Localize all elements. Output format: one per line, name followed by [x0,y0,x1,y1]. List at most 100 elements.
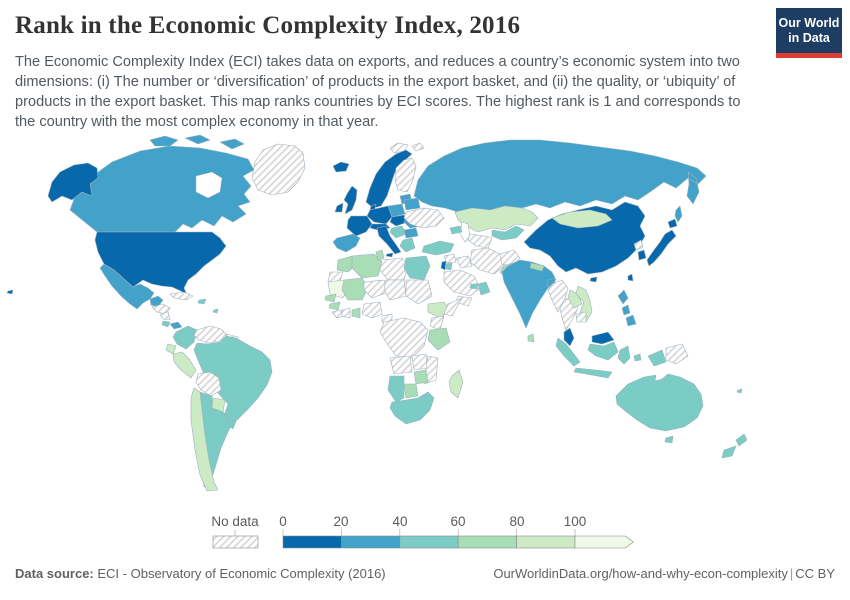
country-libya[interactable] [379,257,409,281]
country-mozambique[interactable] [423,355,439,385]
country-cuba[interactable] [169,291,194,301]
country-kazakhstan[interactable] [454,205,539,233]
country-chad[interactable] [383,279,407,301]
legend-bin-80-100[interactable] [516,535,576,549]
country-tunisia[interactable] [375,249,385,261]
legend-bin-20-40[interactable] [341,535,401,549]
legend-tick-60: 60 [450,514,466,529]
country-australia[interactable] [615,373,704,444]
country-france[interactable] [346,215,373,237]
country-caucasus[interactable] [449,225,463,235]
country-egypt[interactable] [403,255,431,281]
country-mali[interactable] [341,277,369,301]
country-iraq[interactable] [455,255,473,269]
country-nicaragua[interactable] [159,311,171,321]
country-ireland[interactable] [334,202,344,213]
country-japan[interactable] [646,218,678,267]
country-balkans-west[interactable] [389,225,407,239]
country-oman[interactable] [477,281,491,296]
country-taiwan[interactable] [627,273,634,282]
country-svalbard[interactable] [389,142,425,154]
country-north-korea[interactable] [633,239,644,251]
legend-bin-0-20[interactable] [282,535,342,549]
legend-tick-0: 0 [279,514,287,529]
country-colombia[interactable] [172,325,198,350]
country-zimbabwe[interactable] [413,369,429,385]
country-uzbekistan-kyrgyzstan[interactable] [491,225,525,241]
country-iran[interactable] [469,247,505,275]
country-chile[interactable] [190,387,219,492]
country-mongolia[interactable] [551,209,613,229]
country-panama[interactable] [169,321,183,330]
legend-bin-60-80[interactable] [457,535,517,549]
country-nepal[interactable] [529,262,545,272]
owid-logo[interactable]: Our World in Data [776,8,842,58]
country-peru[interactable] [172,351,197,379]
country-dominican-republic[interactable] [197,298,207,305]
country-namibia[interactable] [387,375,405,403]
country-new-zealand[interactable] [721,433,748,459]
country-greenland[interactable] [251,143,306,196]
country-sudan[interactable] [405,279,433,305]
country-sri-lanka[interactable] [527,333,535,343]
country-mexico[interactable] [99,263,164,310]
country-dr-congo[interactable] [379,317,429,359]
country-israel[interactable] [440,260,447,271]
country-fiji[interactable] [736,388,743,394]
country-south-korea[interactable] [637,249,647,261]
license-text: CC BY [795,566,835,581]
country-senegal[interactable] [324,293,337,303]
country-uae[interactable] [469,283,479,290]
chart-url-link[interactable]: OurWorldinData.org/how-and-why-econ-comp… [493,566,788,581]
country-trinidad[interactable] [212,308,219,314]
country-spain-portugal[interactable] [332,233,361,253]
country-tanzania[interactable] [427,327,451,351]
country-nigeria[interactable] [361,301,383,319]
country-papua-new-guinea[interactable] [665,343,689,365]
owid-logo-line1: Our World [778,16,840,31]
country-somalia[interactable] [443,297,463,317]
country-alaska-us[interactable] [47,162,99,203]
country-saudi-arabia[interactable] [443,269,481,297]
country-belarus[interactable] [403,197,421,211]
country-kenya[interactable] [429,315,445,331]
country-bolivia[interactable] [195,371,222,397]
country-canada[interactable] [69,134,255,233]
legend-bin-40-60[interactable] [399,535,459,549]
country-ivory-coast[interactable] [341,307,351,319]
country-cambodia[interactable] [575,311,587,323]
country-turkmenistan[interactable] [467,233,493,249]
country-ukraine[interactable] [403,207,445,229]
country-algeria[interactable] [351,253,383,279]
country-india[interactable] [501,259,557,329]
country-united-kingdom[interactable] [343,185,358,215]
country-guatemala-honduras[interactable] [151,303,171,315]
country-zambia[interactable] [411,353,429,371]
country-finland[interactable] [394,157,417,193]
country-turkey[interactable] [421,240,455,256]
country-jordan[interactable] [445,262,453,271]
country-costa-rica[interactable] [161,320,171,328]
country-guinea[interactable] [328,301,341,311]
country-madagascar[interactable] [448,369,464,399]
country-venezuela[interactable] [193,325,227,344]
country-botswana[interactable] [403,383,419,399]
country-syria[interactable] [443,253,457,264]
country-philippines[interactable] [617,289,637,327]
country-malaysia[interactable] [563,327,615,347]
country-ghana[interactable] [351,307,361,319]
country-russia[interactable] [413,139,707,223]
country-czechia-hungary[interactable] [389,214,409,227]
country-uruguay[interactable] [226,418,237,430]
country-ecuador[interactable] [165,343,177,355]
country-greece[interactable] [399,237,416,253]
country-niger[interactable] [363,279,389,299]
country-serbia-bulgaria[interactable] [403,227,419,239]
country-iceland[interactable] [332,161,350,173]
country-angola[interactable] [389,355,413,375]
country-south-africa[interactable] [389,391,435,425]
country-indonesia[interactable] [555,337,667,379]
country-italy[interactable] [376,225,402,258]
legend-bin-100-plus[interactable] [574,535,634,549]
legend-no-data-swatch[interactable] [212,535,259,549]
